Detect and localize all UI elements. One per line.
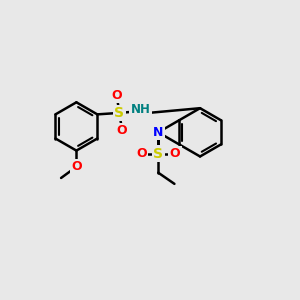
Text: NH: NH	[130, 103, 151, 116]
Text: O: O	[136, 147, 147, 160]
Text: S: S	[153, 146, 163, 161]
Text: O: O	[71, 160, 82, 173]
Text: S: S	[114, 106, 124, 120]
Text: N: N	[153, 126, 164, 139]
Text: O: O	[116, 124, 127, 137]
Text: O: O	[112, 89, 122, 102]
Text: O: O	[170, 147, 180, 160]
